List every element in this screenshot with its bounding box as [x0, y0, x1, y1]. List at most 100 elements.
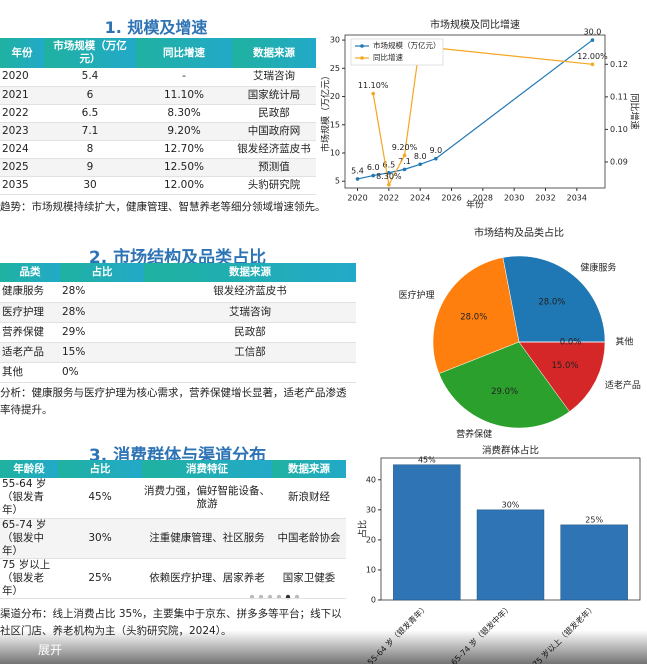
table-cell: 28%	[60, 282, 144, 303]
table-cell: 9.20%	[136, 122, 232, 141]
x-tick-label: 2034	[567, 194, 587, 203]
y-tick-label: 10	[366, 565, 376, 574]
table-cell: 12.70%	[136, 140, 232, 159]
data-table: 年龄段 占比 消费特征 数据来源 55-64 岁（银发青年） 45% 消费力强，偏好智能设备…	[0, 460, 346, 599]
y-tick-label: 30	[330, 36, 340, 45]
table-row: 55-64 岁（银发青年） 45% 消费力强，偏好智能设备、旅游 新浪财经	[0, 478, 346, 519]
table-cell: 艾瑞咨询	[232, 68, 316, 87]
table-cell: -	[136, 68, 232, 87]
table-cell: 艾瑞咨询	[144, 302, 356, 323]
data-label: 30%	[502, 500, 520, 509]
legend-box	[350, 38, 444, 66]
data-label: 7.1	[398, 157, 411, 166]
slice-label: 其他	[615, 336, 633, 348]
slice-label: 适老产品	[605, 379, 641, 391]
table-cell: 营养保健	[0, 322, 60, 343]
table-cell: 45%	[58, 478, 142, 519]
table-cell: 国家统计局	[232, 86, 316, 105]
data-point	[402, 167, 407, 172]
table-cell: 28%	[60, 302, 144, 323]
data-label: 8.0	[414, 152, 427, 161]
header-cell: 占比	[60, 263, 144, 282]
data-table: 品类 占比 数据来源 健康服务 28% 银发经济蓝皮书 医疗护理 28% 艾瑞咨询 营养保健 29%…	[0, 263, 356, 383]
y2-tick-label: 0.10	[610, 125, 628, 134]
y2-axis-label: 同比增速	[629, 93, 641, 129]
table-cell: 其他	[0, 362, 60, 383]
table-cell: 头豹研究院	[232, 176, 316, 195]
data-label: 9.20%	[392, 143, 418, 152]
table-row: 2024 8 12.70% 银发经济蓝皮书	[0, 140, 316, 159]
y-axis-label: 占比	[357, 520, 369, 538]
expand-button[interactable]: 展开	[38, 643, 63, 657]
table-cell: 8.30%	[136, 104, 232, 123]
slice-value: 15.0%	[551, 361, 578, 371]
header-cell: 年份	[0, 38, 44, 68]
table-cell: 5.4	[44, 68, 136, 87]
table-cell: 中国老龄协会	[272, 518, 346, 559]
table-cell: 0%	[60, 362, 144, 383]
y-tick-label: 30	[366, 505, 376, 514]
table-cell: 银发经济蓝皮书	[232, 140, 316, 159]
legend-label: 同比增速	[373, 52, 403, 62]
chart-title: 市场规模及同比增速	[430, 18, 520, 31]
chart-title: 消费群体占比	[482, 445, 539, 457]
table-cell: 国家卫健委	[272, 558, 346, 599]
table-cell: 6.5	[44, 104, 136, 123]
slice-label: 医疗护理	[399, 289, 435, 301]
legend-marker	[360, 44, 364, 48]
header-cell: 年龄段	[0, 460, 58, 478]
pie-slice	[518, 341, 606, 412]
table-cell: 6	[44, 86, 136, 105]
bottom-bar	[0, 630, 647, 664]
y-tick-label: 20	[366, 535, 376, 544]
table-cell: 依赖医疗护理、居家养老	[142, 558, 272, 599]
header-row: 年份 市场规模（万亿元） 同比增速 数据来源	[0, 38, 316, 68]
y2-tick-label: 0.11	[610, 92, 628, 101]
series-line	[372, 40, 593, 187]
header-cell: 市场规模（万亿元）	[44, 38, 136, 68]
data-label: 5.4	[351, 166, 364, 175]
header-cell: 品类	[0, 263, 60, 282]
data-point	[371, 91, 375, 96]
y-tick-label: 15	[330, 120, 340, 129]
y-tick-label: 40	[366, 475, 376, 484]
bar	[476, 509, 545, 601]
table-cell: 12.00%	[136, 176, 232, 195]
table-cell: 25%	[58, 558, 142, 599]
plot-frame	[344, 34, 606, 189]
y2-tick-label: 0.09	[610, 157, 628, 166]
table-cell: 9	[44, 158, 136, 177]
data-point	[434, 156, 438, 161]
legend-label: 市场规模（万亿元）	[373, 40, 441, 50]
pie-slice	[502, 255, 606, 343]
data-point	[590, 62, 595, 67]
table-row: 2025 9 12.50% 预测值	[0, 158, 316, 177]
table-cell: 12.50%	[136, 158, 232, 177]
x-tick-label: 2030	[504, 194, 524, 203]
slice-label: 营养保健	[456, 428, 492, 440]
data-point	[418, 162, 422, 167]
table-row: 2020 5.4- 艾瑞咨询	[0, 68, 316, 87]
data-point	[371, 173, 375, 178]
table-cell: 适老产品	[0, 342, 60, 363]
pie-slice	[432, 257, 520, 374]
data-label: 11.10%	[358, 81, 389, 90]
x-axis-label: 年份	[466, 199, 484, 211]
table-row: 2021 6 11.10% 国家统计局	[0, 86, 316, 105]
table-cell: 预测值	[232, 158, 316, 177]
data-label: 8.30%	[376, 172, 402, 181]
table-row: 2022 6.5 8.30% 民政部	[0, 104, 316, 123]
x-tick-label: 2026	[441, 194, 461, 203]
table-cell: 医疗护理	[0, 302, 60, 323]
data-point	[590, 38, 595, 42]
header-row: 年龄段 占比 消费特征 数据来源	[0, 460, 346, 478]
slice-value: 28.0%	[538, 298, 565, 308]
data-label: 6.5	[382, 160, 395, 169]
table-cell: 健康服务	[0, 282, 60, 303]
table-row: 其他 0%	[0, 362, 356, 383]
table-row: 2023 7.1 9.20% 中国政府网	[0, 122, 316, 141]
table-cell: 民政部	[144, 322, 356, 343]
section-note: 趋势：市场规模持续扩大，健康管理、智慧养老等细分领域增速领先。	[0, 201, 326, 213]
data-point	[387, 170, 391, 175]
